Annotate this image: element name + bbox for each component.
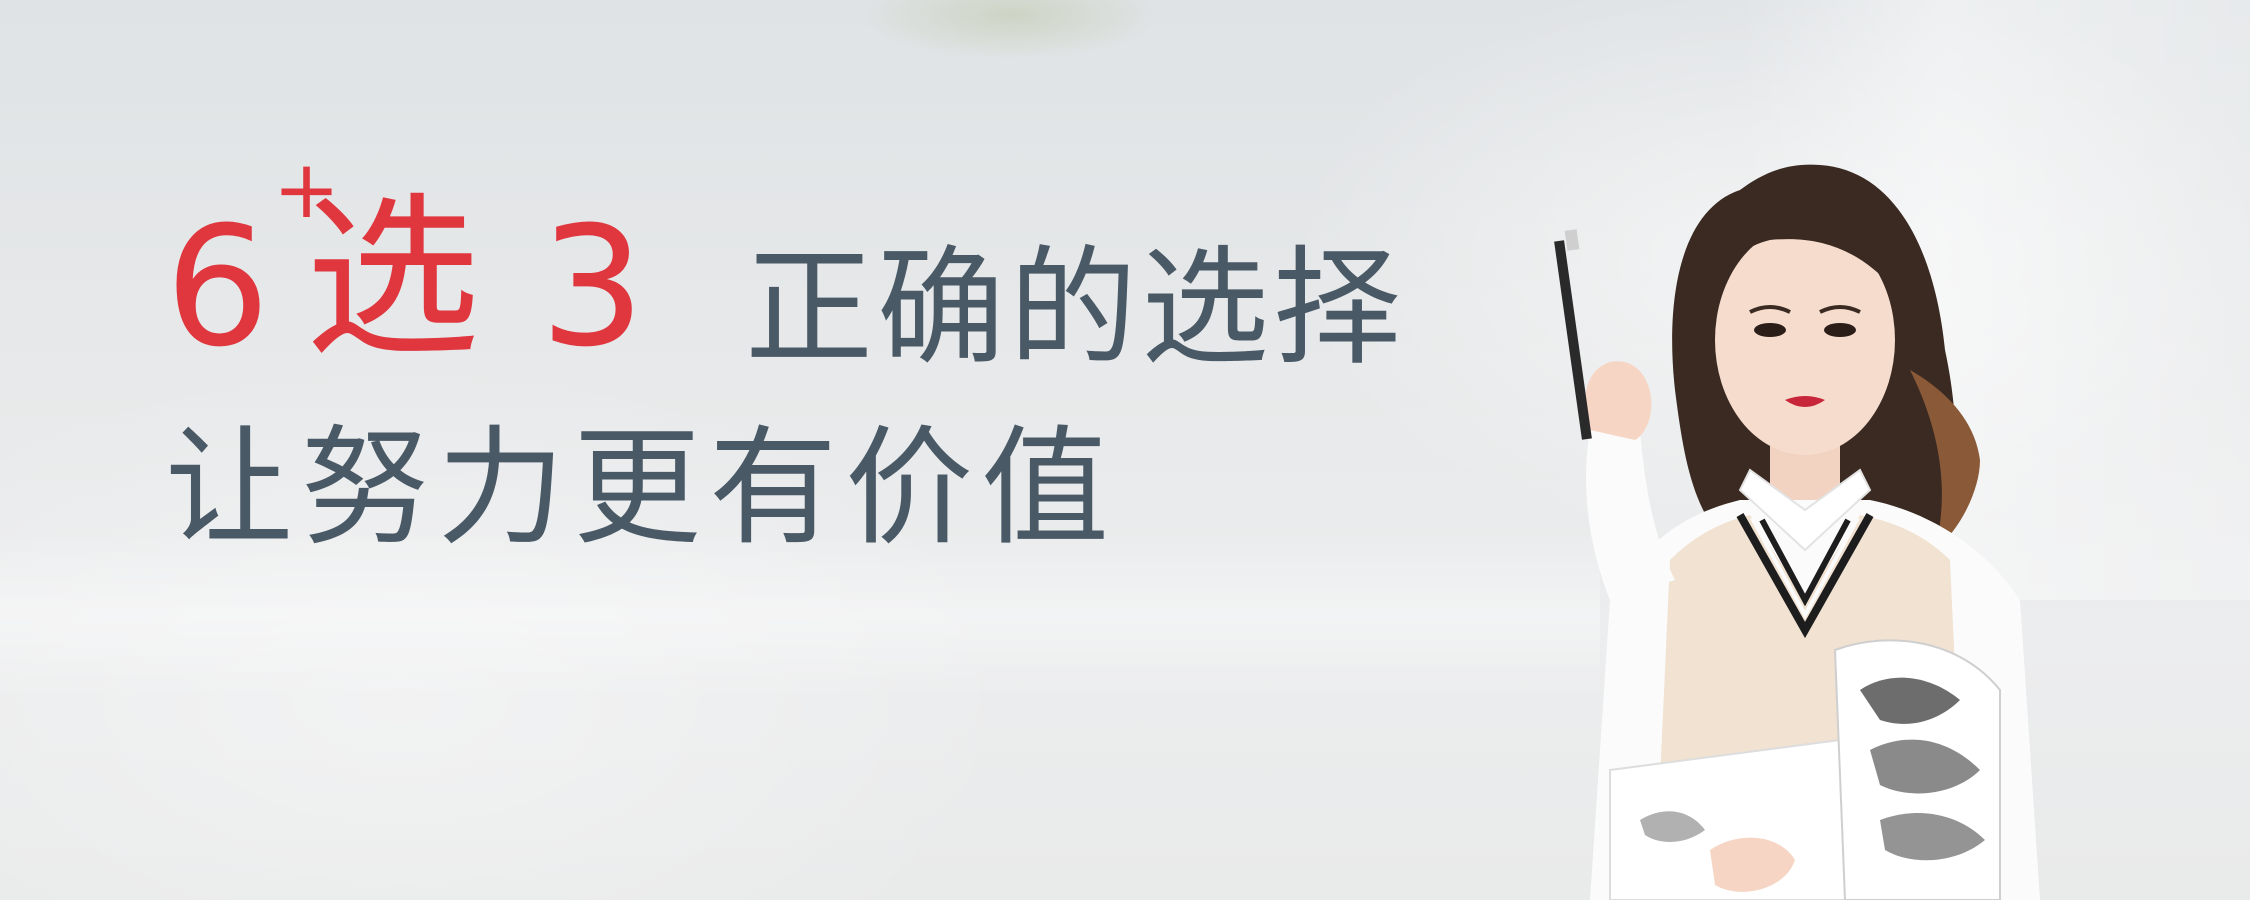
- slogan-line-two: 让努力更有价值: [165, 414, 1118, 563]
- headline-number-six: 6: [165, 191, 270, 383]
- student-with-pen-illustration: [1440, 130, 2140, 900]
- headline-row: 6 + 选 3 正确的选择: [165, 150, 1545, 380]
- background-light-band: [0, 530, 1600, 700]
- slogan-line-one: 正确的选择: [745, 234, 1406, 383]
- background-plant-blur: [860, 0, 1160, 60]
- headline-number-three: 3: [540, 191, 645, 383]
- student-figure-graphic: [1554, 164, 2040, 900]
- headline-choose-character: 选: [305, 178, 480, 381]
- headline-plus-sign: +: [273, 143, 341, 236]
